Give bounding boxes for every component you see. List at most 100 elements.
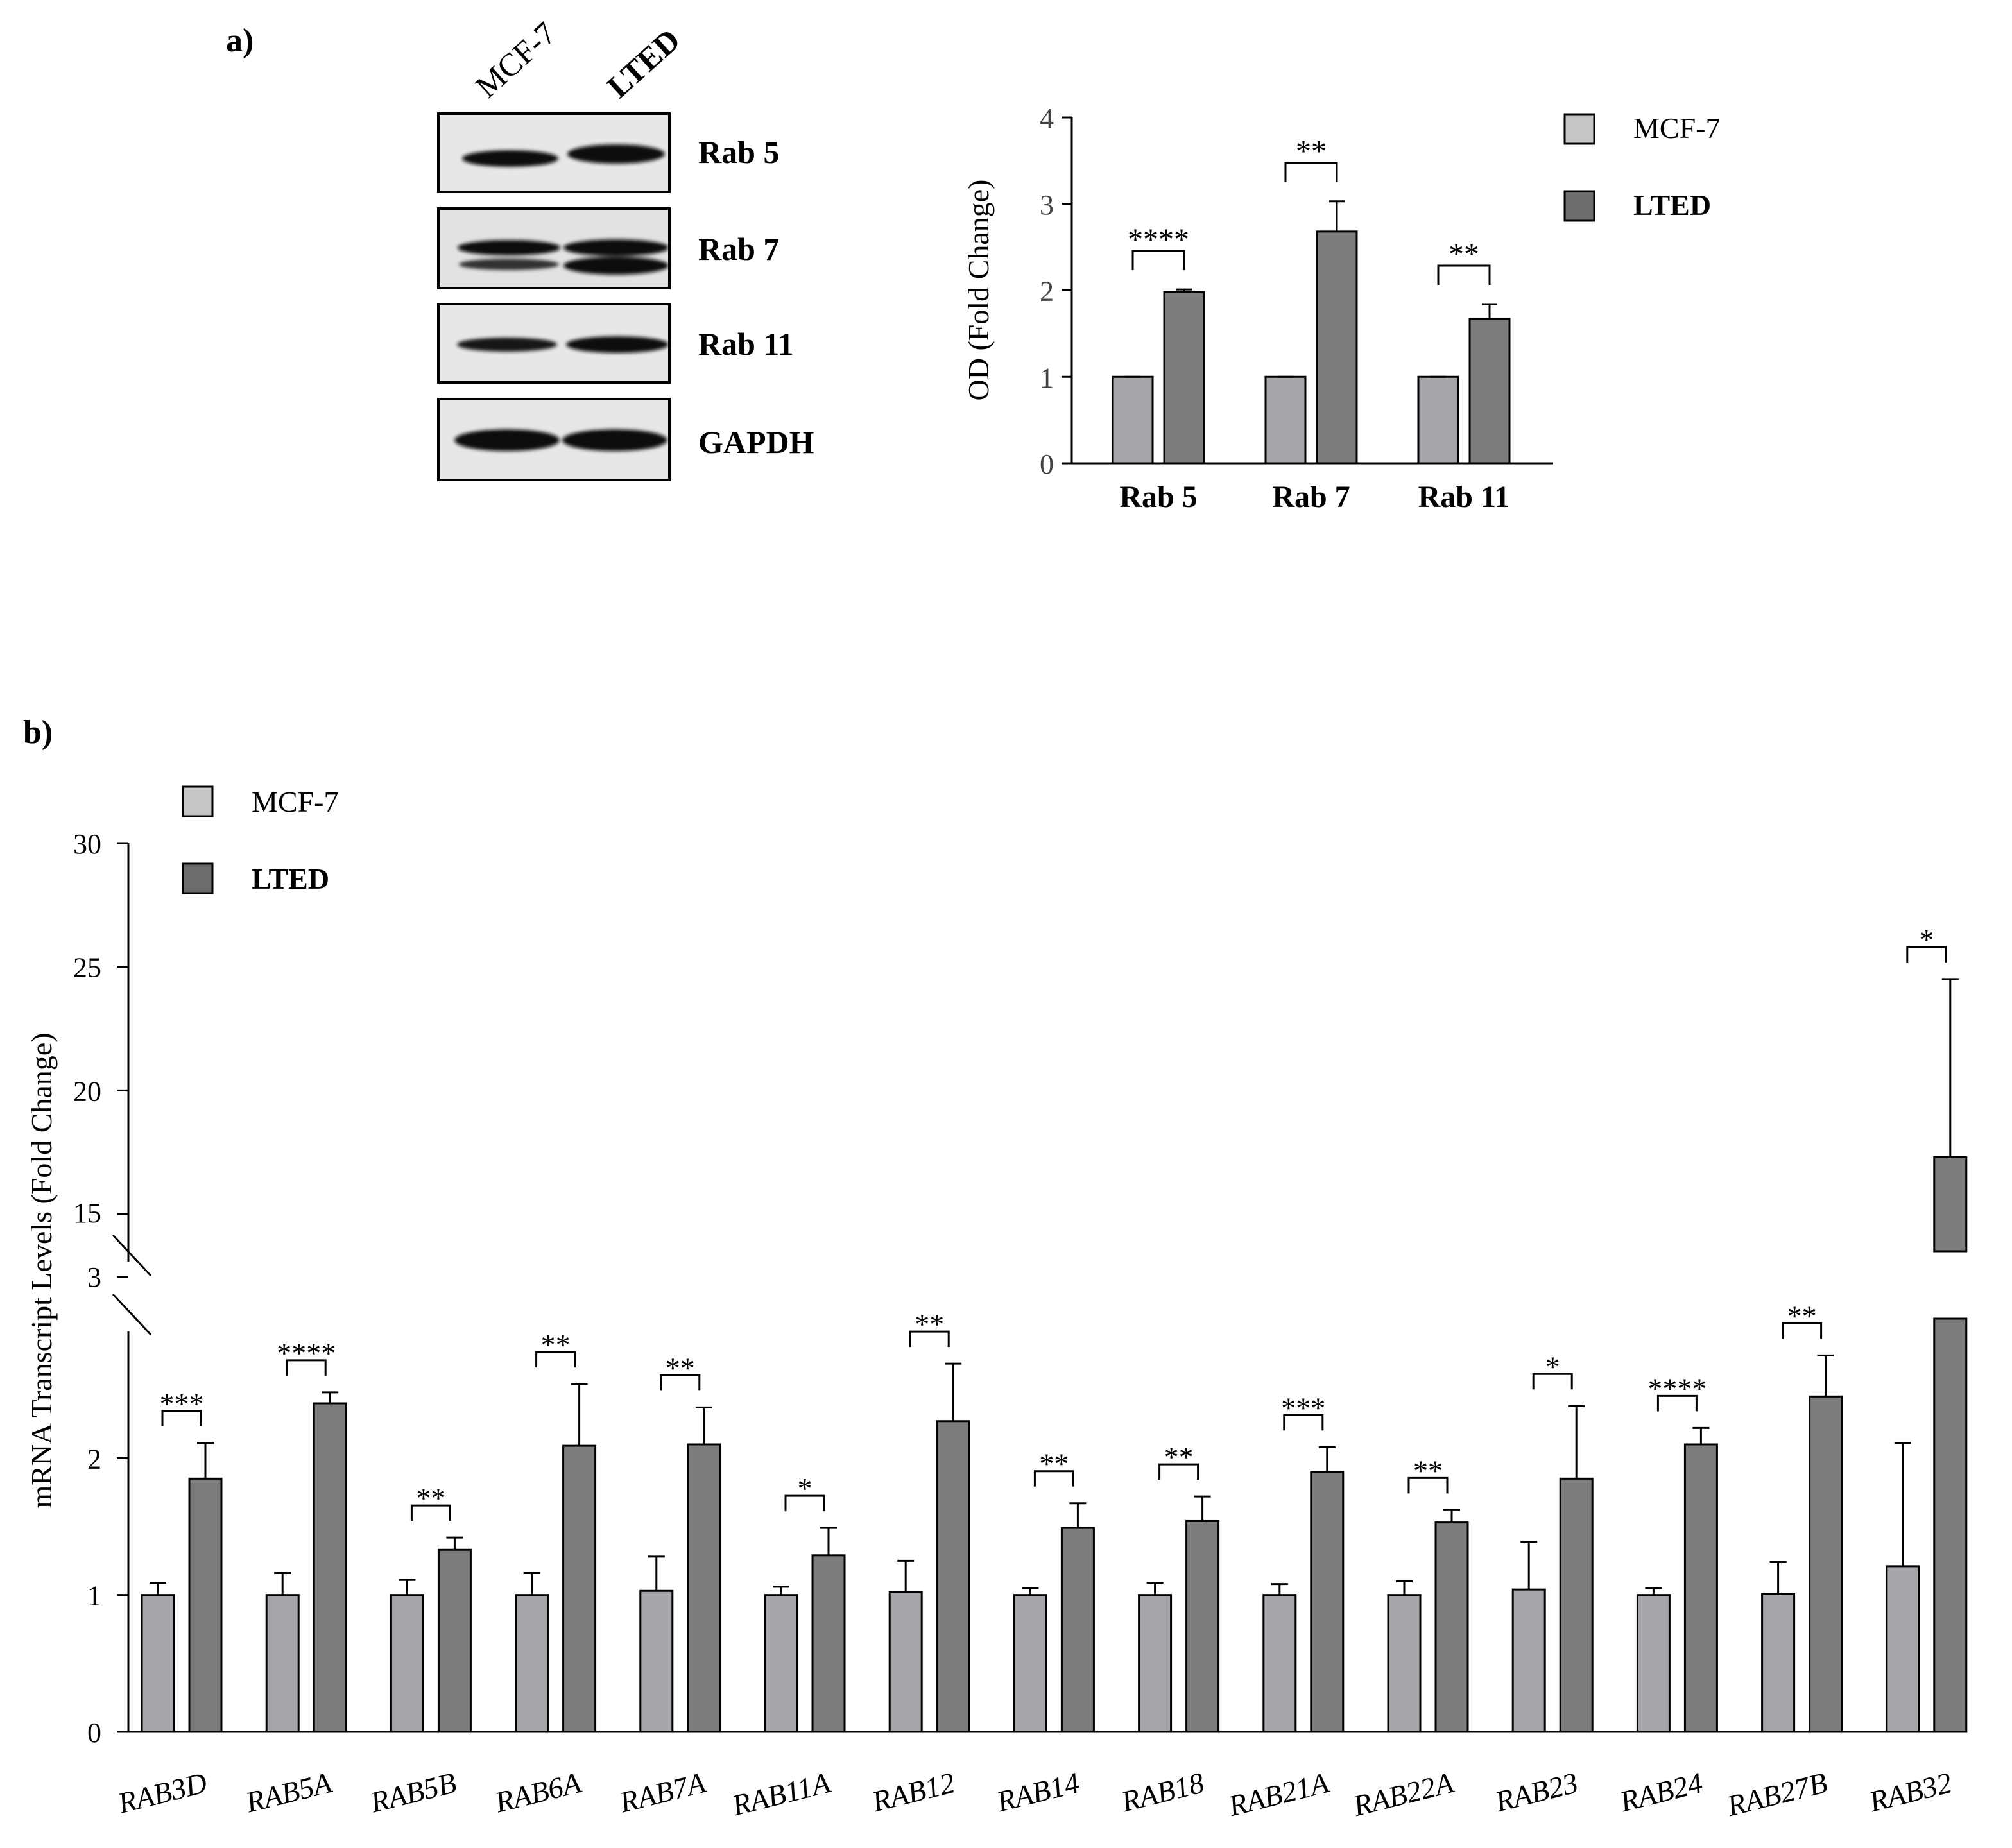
significance-bracket-rab21a: [1283, 1414, 1324, 1431]
legend-b-swatch-mcf7: [182, 785, 214, 817]
bar-lted-rab5b: [437, 1548, 472, 1733]
chart-a-y-tick-label: 0: [1040, 449, 1054, 480]
chart-b-x-label-rab23: RAB23: [1492, 1766, 1581, 1818]
significance-bracket-rab32: [1906, 946, 1947, 963]
blot-row-label-gapdh: GAPDH: [698, 424, 814, 460]
significance-label-rab12: **: [915, 1308, 944, 1340]
blot-row-label-rab7: Rab 7: [698, 231, 779, 267]
significance-bracket-rab3d: [161, 1410, 202, 1426]
significance-bracket-rab7a: [660, 1374, 701, 1391]
chart-a-y-axis-label: OD (Fold Change): [962, 180, 995, 401]
chart-b-x-label-rab24: RAB24: [1616, 1766, 1706, 1818]
bar-lted-rab18: [1185, 1519, 1220, 1733]
bar-lted-rab12: [936, 1420, 970, 1733]
chart-b-x-label-rab21a: RAB21A: [1225, 1766, 1332, 1822]
bar-mcf-7-rab22a: [1387, 1594, 1422, 1733]
panel-a-label: a): [226, 22, 254, 59]
significance-bracket-rab5b: [410, 1504, 451, 1521]
blot-row-label-rab11: Rab 11: [698, 326, 794, 362]
significance-label-rab6a: **: [541, 1328, 571, 1361]
significance-bracket-rab-7: [1284, 162, 1338, 182]
bar-mcf-7-rab21a: [1262, 1594, 1297, 1733]
significance-bracket-rab24: [1656, 1394, 1698, 1412]
significance-label-rab-5: ****: [1128, 223, 1189, 257]
band: [462, 150, 558, 167]
bar-mcf-7-rab12: [888, 1591, 923, 1733]
legend-b-swatch-lted: [182, 862, 214, 894]
band: [458, 240, 560, 255]
bar-mcf-7-rab14: [1013, 1594, 1047, 1733]
significance-label-rab3d: ***: [160, 1387, 204, 1420]
significance-label-rab27b: **: [1787, 1299, 1817, 1332]
band: [562, 429, 667, 451]
significance-label-rab23: *: [1545, 1350, 1560, 1383]
bar-mcf-7-rab23: [1511, 1588, 1546, 1733]
legend-a-label-lted: LTED: [1633, 189, 1711, 221]
chart-b-y-tick-label: 3: [87, 1262, 101, 1293]
significance-bracket-rab6a: [535, 1351, 576, 1368]
bar-mcf-7-rab11a: [764, 1594, 798, 1733]
chart-b-x-label-rab6a: RAB6A: [491, 1766, 585, 1819]
significance-label-rab7a: **: [666, 1351, 695, 1384]
bar-lted-rab27b: [1809, 1395, 1843, 1733]
significance-label-rab11a: *: [798, 1472, 813, 1505]
blot-row-label-rab5: Rab 5: [698, 134, 779, 170]
significance-label-rab14: **: [1039, 1448, 1069, 1480]
chart-b-y-tick-label: 25: [73, 952, 101, 984]
significance-bracket-rab14: [1033, 1470, 1074, 1487]
band: [563, 257, 669, 275]
significance-label-rab-11: **: [1449, 237, 1479, 271]
bar-mcf-7-rab-5: [1112, 375, 1154, 465]
significance-bracket-rab18: [1158, 1463, 1199, 1480]
significance-label-rab22a: **: [1413, 1454, 1443, 1487]
chart-b-x-label-rab11a: RAB11A: [728, 1766, 834, 1822]
western-blot: MCF-7 LTED Rab 5 Rab 7 Rab 11 GAPDH: [437, 15, 814, 481]
band: [457, 338, 557, 352]
chart-b-x-label-rab32: RAB32: [1865, 1766, 1955, 1818]
chart-b-x-label-rab22a: RAB22A: [1349, 1766, 1457, 1822]
chart-b-y-tick-label: 1: [87, 1580, 101, 1612]
bar-lted-rab11a: [811, 1554, 846, 1733]
blot-lane-label-lted: LTED: [600, 22, 687, 105]
bar-lted-rab21a: [1310, 1471, 1345, 1733]
significance-label-rab24: ****: [1647, 1372, 1707, 1405]
chart-b-x-label-rab3d: RAB3D: [114, 1766, 211, 1820]
significance-label-rab5a: ****: [277, 1337, 336, 1369]
chart-a-x-label-rab-7: Rab 7: [1272, 480, 1350, 514]
band: [454, 429, 560, 451]
chart-a-y-tick-label: 1: [1040, 362, 1054, 393]
chart-a-y-tick-label: 3: [1040, 189, 1054, 221]
blot-bands: [454, 144, 669, 451]
chart-b-axis-break-mark: [112, 1234, 152, 1277]
chart-a-y-tick-label: 2: [1040, 276, 1054, 307]
chart-b-x-label-rab7a: RAB7A: [616, 1766, 710, 1819]
chart-a-y-tick-label: 4: [1040, 103, 1054, 134]
bar-mcf-7-rab7a: [639, 1589, 674, 1733]
bar-lted-rab23: [1559, 1477, 1594, 1733]
bar-mcf-7-rab6a: [515, 1594, 549, 1733]
legend-a-label-mcf7: MCF-7: [1633, 112, 1720, 144]
significance-label-rab21a: ***: [1281, 1391, 1325, 1424]
bar-lted-rab14: [1060, 1527, 1095, 1733]
bar-lted-rab22a: [1434, 1521, 1469, 1733]
bar-mcf-7-rab18: [1138, 1594, 1173, 1733]
bar-lted-rab3d: [188, 1477, 223, 1733]
bar-lted-rab24: [1683, 1443, 1718, 1733]
legend-b-label-lted: LTED: [252, 862, 329, 895]
chart-b-mrna-levels: mRNA Transcript Levels (Fold Change) 0 1 2…: [25, 785, 1968, 1822]
bar-lted-rab-7: [1316, 230, 1358, 465]
bar-mcf-7-rab-11: [1417, 375, 1459, 465]
chart-a-x-labels: Rab 5 Rab 7 Rab 11: [1119, 480, 1509, 514]
bar-mcf-7-rab5b: [390, 1594, 424, 1733]
bar-mcf-7-rab3d: [141, 1594, 175, 1733]
chart-b-x-label-rab5a: RAB5A: [242, 1766, 336, 1819]
chart-b-y-ticks: 0 1 2 3 15 20 25 30: [73, 828, 128, 1749]
chart-a-x-label-rab-5: Rab 5: [1119, 480, 1197, 514]
significance-bracket-rab-11: [1437, 264, 1491, 286]
bar-lted-rab7a: [687, 1443, 721, 1733]
chart-b-x-label-rab27b: RAB27B: [1723, 1766, 1830, 1822]
chart-a-legend: MCF-7 LTED: [1563, 112, 1720, 222]
bar-lted-rab32-upper: [1933, 1156, 1968, 1253]
chart-b-y-tick-label: 0: [87, 1717, 101, 1749]
